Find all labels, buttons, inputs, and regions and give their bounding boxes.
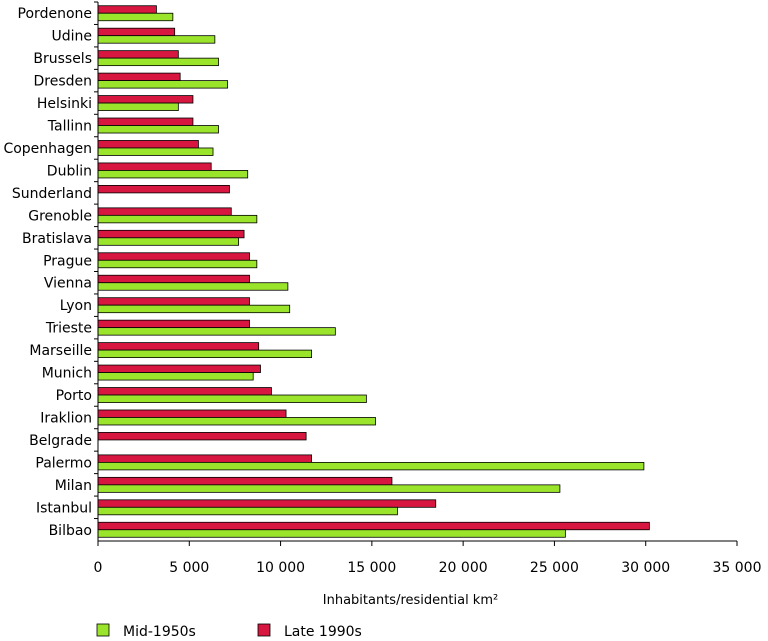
bar-mid-1950s <box>97 102 179 111</box>
category-label: Vienna <box>44 276 92 292</box>
category-label: Udine <box>51 29 92 45</box>
category-label: Milan <box>55 478 92 494</box>
bar-mid-1950s <box>97 12 174 22</box>
bar-mid-1950s <box>97 506 398 516</box>
x-tick-label: 10 000 <box>256 560 305 576</box>
bar-late-1990s <box>97 364 261 373</box>
bar-mid-1950s <box>97 484 561 493</box>
legend: Mid-1950s Late 1990s <box>96 623 362 640</box>
bar-late-1990s <box>97 207 232 216</box>
bar-mid-1950s <box>97 80 229 89</box>
bar-mid-1950s <box>97 57 219 67</box>
category-label: Marseille <box>29 343 92 359</box>
category-label: Dublin <box>47 163 92 179</box>
bar-late-1990s <box>97 499 437 508</box>
bar-late-1990s <box>97 387 272 396</box>
legend-label: Mid-1950s <box>123 624 196 640</box>
category-label: Copenhagen <box>3 141 92 157</box>
bar-mid-1950s <box>97 259 258 269</box>
bar-late-1990s <box>97 521 650 531</box>
bar-mid-1950s <box>97 417 376 426</box>
category-label: Lyon <box>60 298 92 314</box>
bar-late-1990s <box>97 297 250 306</box>
bar-late-1990s <box>97 162 212 171</box>
category-label: Bratislava <box>22 231 92 247</box>
x-tick-label: 35 000 <box>713 560 762 576</box>
x-tick-label: 20 000 <box>439 560 488 576</box>
bar-late-1990s <box>97 140 199 149</box>
x-tick-label: 25 000 <box>530 560 579 576</box>
category-label: Tallinn <box>47 119 92 135</box>
x-tick-label: 0 <box>94 560 103 576</box>
bar-mid-1950s <box>97 304 291 314</box>
x-tick-label: 15 000 <box>347 560 396 576</box>
legend-label: Late 1990s <box>284 624 362 640</box>
category-label: Bilbao <box>49 523 92 539</box>
bar-late-1990s <box>97 342 260 351</box>
category-label: Trieste <box>45 321 92 337</box>
bar-mid-1950s <box>97 237 239 246</box>
bar-late-1990s <box>97 274 250 284</box>
category-label: Belgrade <box>29 433 92 449</box>
category-label: Iraklion <box>40 410 92 426</box>
bar-late-1990s <box>97 5 157 14</box>
bar-mid-1950s <box>97 327 336 336</box>
legend-swatch <box>96 623 110 637</box>
category-label: Sunderland <box>12 186 92 202</box>
bar-mid-1950s <box>97 147 214 156</box>
x-tick-label: 5 000 <box>169 560 209 576</box>
category-label: Prague <box>43 253 92 269</box>
category-label: Helsinki <box>37 96 92 112</box>
bar-late-1990s <box>97 409 287 418</box>
category-label: Brussels <box>33 51 92 67</box>
legend-swatch <box>257 623 271 637</box>
bar-mid-1950s <box>97 282 289 291</box>
x-axis-title: Inhabitants/residential km² <box>323 593 498 608</box>
category-label: Palermo <box>35 455 92 471</box>
bar-late-1990s <box>97 27 176 37</box>
bar-mid-1950s <box>97 349 313 359</box>
category-label: Grenoble <box>28 208 92 224</box>
category-label: Munich <box>42 366 92 382</box>
bar-mid-1950s <box>97 529 566 538</box>
x-tick-label: 30 000 <box>621 560 670 576</box>
category-labels: Pordenone Udine Brussels Dresden Helsinki Tal… <box>3 1 98 539</box>
bar-late-1990s <box>97 252 250 261</box>
bar-late-1990s <box>97 117 194 126</box>
bar-late-1990s <box>97 454 313 463</box>
bar-late-1990s <box>97 476 393 486</box>
category-label: Porto <box>56 388 92 404</box>
bar-mid-1950s <box>97 394 367 403</box>
category-label: Istanbul <box>36 500 92 516</box>
bar-late-1990s <box>97 319 250 329</box>
bar-late-1990s <box>97 95 194 104</box>
bar-late-1990s <box>97 229 245 239</box>
bar-late-1990s <box>97 72 181 82</box>
bar-late-1990s <box>97 432 307 441</box>
category-label: Dresden <box>33 74 92 90</box>
bar-late-1990s <box>97 184 230 194</box>
bar-mid-1950s <box>97 170 249 179</box>
bar-late-1990s <box>97 50 179 59</box>
bar-mid-1950s <box>97 214 258 224</box>
category-label: Pordenone <box>18 6 92 22</box>
x-axis-ticks: 0 5 000 10 000 15 000 20 000 25 000 30 000 35 0… <box>94 541 762 576</box>
bar-mid-1950s <box>97 125 219 134</box>
bar-mid-1950s <box>97 461 645 471</box>
bar-mid-1950s <box>97 372 254 381</box>
bar-mid-1950s <box>97 35 216 44</box>
bars-group <box>97 5 650 538</box>
